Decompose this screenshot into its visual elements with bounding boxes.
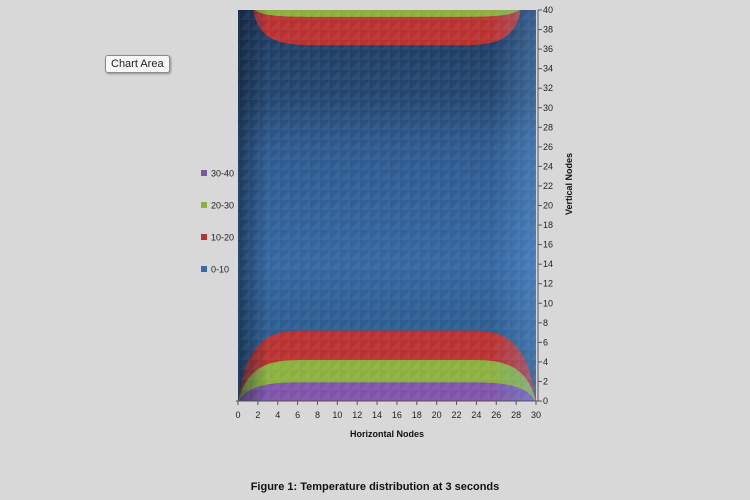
x-tick-label: 24: [471, 410, 481, 420]
x-tick-label: 16: [392, 410, 402, 420]
x-axis-ticks: 0 2 4 6 8 10 12 14 16 18 20 22 24 26 28 30: [235, 401, 541, 420]
y-tick-label: 4: [543, 357, 548, 367]
x-tick-label: 18: [412, 410, 422, 420]
y-tick-label: 22: [543, 181, 553, 191]
legend-swatch: [201, 170, 207, 176]
y-tick-label: 28: [543, 122, 553, 132]
legend-swatch: [201, 266, 207, 272]
y-tick-label: 40: [543, 5, 553, 15]
legend-swatch: [201, 202, 207, 208]
y-tick-label: 10: [543, 298, 553, 308]
x-tick-label: 14: [372, 410, 382, 420]
surface-facets: [238, 10, 536, 401]
y-tick-label: 38: [543, 25, 553, 35]
x-tick-label: 4: [275, 410, 280, 420]
x-tick-label: 10: [332, 410, 342, 420]
legend-label: 30-40: [211, 169, 234, 179]
y-axis-title: Vertical Nodes: [564, 153, 574, 215]
y-tick-label: 6: [543, 337, 548, 347]
legend-label: 0-10: [211, 265, 229, 275]
chart-area-tooltip: Chart Area: [105, 55, 170, 73]
y-tick-label: 16: [543, 240, 553, 250]
legend: 30-40 20-30 10-20 0-10: [201, 169, 234, 275]
y-tick-label: 0: [543, 396, 548, 406]
surface-chart[interactable]: 0 2 4 6 8 10 12 14 16 18 20 22 24 26 28 30 024681012141…: [0, 0, 750, 470]
y-tick-label: 8: [543, 318, 548, 328]
y-tick-label: 2: [543, 376, 548, 386]
legend-label: 20-30: [211, 201, 234, 211]
legend-label: 10-20: [211, 233, 234, 243]
y-tick-label: 36: [543, 44, 553, 54]
legend-swatch: [201, 234, 207, 240]
y-tick-label: 12: [543, 279, 553, 289]
y-tick-label: 24: [543, 161, 553, 171]
y-tick-label: 26: [543, 142, 553, 152]
y-tick-label: 20: [543, 201, 553, 211]
y-tick-label: 18: [543, 220, 553, 230]
x-tick-label: 28: [511, 410, 521, 420]
y-tick-label: 34: [543, 64, 553, 74]
x-tick-label: 6: [295, 410, 300, 420]
x-tick-label: 22: [452, 410, 462, 420]
y-tick-label: 32: [543, 83, 553, 93]
plot-area: [238, 10, 536, 401]
x-tick-label: 30: [531, 410, 541, 420]
x-tick-label: 26: [491, 410, 501, 420]
figure-caption: Figure 1: Temperature distribution at 3 …: [250, 481, 500, 493]
x-tick-label: 2: [255, 410, 260, 420]
x-tick-label: 8: [315, 410, 320, 420]
x-axis-title: Horizontal Nodes: [350, 429, 424, 439]
y-tick-label: 30: [543, 103, 553, 113]
x-tick-label: 20: [432, 410, 442, 420]
x-tick-label: 12: [352, 410, 362, 420]
y-tick-label: 14: [543, 259, 553, 269]
x-tick-label: 0: [235, 410, 240, 420]
